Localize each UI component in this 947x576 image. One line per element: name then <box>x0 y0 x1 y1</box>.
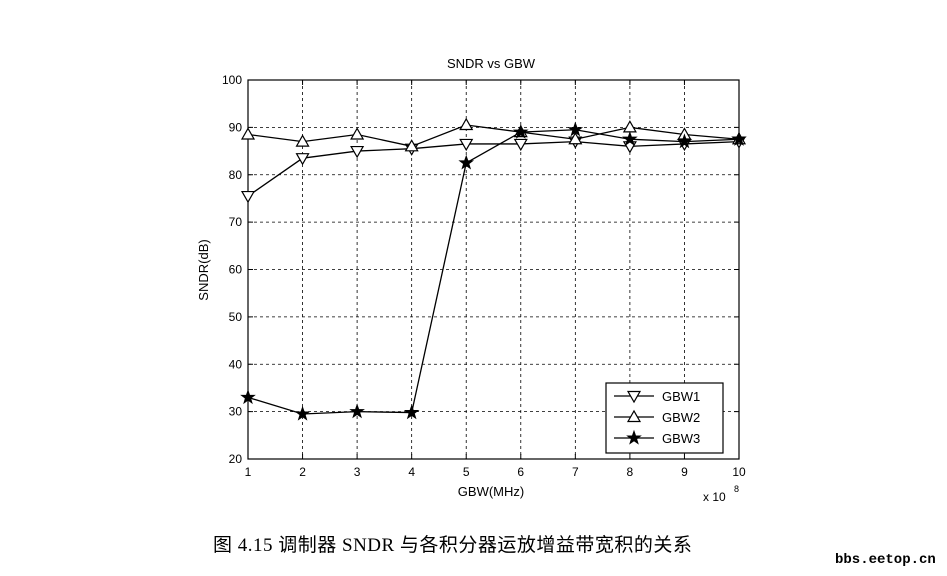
legend-label: GBW1 <box>662 389 700 404</box>
figure-caption: 图 4.15 调制器 SNDR 与各积分器运放增益带宽积的关系 <box>213 535 693 556</box>
x-axis-multiplier: x 10 <box>703 490 726 504</box>
legend-item: GBW2 <box>614 409 700 425</box>
data-point <box>513 138 528 152</box>
data-point <box>294 405 311 421</box>
data-point <box>350 127 365 140</box>
data-point <box>295 153 310 166</box>
x-axis-label: GBW(MHz) <box>458 484 524 499</box>
x-tick-label: 3 <box>354 465 361 479</box>
x-tick-label: 9 <box>681 465 688 479</box>
series-line <box>247 129 740 415</box>
series-gbw3 <box>240 121 747 421</box>
x-tick-label: 1 <box>245 465 252 479</box>
data-point <box>240 389 256 405</box>
x-tick-label: 4 <box>408 465 415 479</box>
x-tick-label: 10 <box>732 465 746 479</box>
x-tick-label: 7 <box>572 465 579 479</box>
data-point <box>350 145 365 159</box>
x-tick-label: 2 <box>299 465 306 479</box>
legend-item: GBW1 <box>614 389 700 404</box>
chart-title: SNDR vs GBW <box>447 56 536 71</box>
data-point <box>568 132 583 145</box>
data-point <box>295 134 310 147</box>
y-tick-label: 20 <box>229 452 243 466</box>
data-point <box>622 131 638 146</box>
legend-label: GBW3 <box>662 431 700 446</box>
data-point <box>240 127 256 140</box>
y-tick-label: 100 <box>222 73 242 87</box>
legend-marker <box>626 390 642 404</box>
y-tick-label: 60 <box>229 263 243 277</box>
series-layer <box>240 117 747 421</box>
y-axis-label: SNDR(dB) <box>196 239 211 300</box>
legend: GBW1 GBW2 GBW3 <box>605 382 724 454</box>
data-point <box>240 190 256 204</box>
y-tick-label: 80 <box>229 168 243 182</box>
axis-ticks: 1 2 3 4 5 6 7 8 9 10 20 30 40 50 60 70 80 90 100 <box>222 73 746 479</box>
x-axis-multiplier-exponent: 8 <box>734 484 739 494</box>
x-tick-label: 8 <box>627 465 634 479</box>
series-line <box>247 124 740 147</box>
legend-marker <box>626 409 642 423</box>
data-point <box>403 404 420 420</box>
data-point <box>567 121 584 137</box>
y-tick-label: 90 <box>229 120 243 134</box>
data-point <box>676 133 693 149</box>
data-point <box>622 120 637 133</box>
data-point <box>512 123 529 139</box>
x-tick-label: 6 <box>517 465 524 479</box>
series-line <box>247 140 740 197</box>
watermark: bbs.eetop.cn <box>835 552 936 568</box>
data-point <box>459 117 474 131</box>
data-point <box>404 139 419 152</box>
y-tick-label: 70 <box>229 215 243 229</box>
data-point <box>349 403 365 419</box>
x-tick-label: 5 <box>463 465 470 479</box>
y-tick-label: 30 <box>229 405 243 419</box>
legend-label: GBW2 <box>662 410 700 425</box>
legend-item: GBW3 <box>614 429 700 446</box>
legend-marker <box>626 429 642 445</box>
data-point <box>622 141 637 154</box>
series-gbw2 <box>240 117 747 152</box>
legend-box <box>605 382 724 454</box>
data-point <box>458 154 475 170</box>
y-tick-label: 40 <box>229 357 243 371</box>
data-point <box>459 138 474 152</box>
data-point <box>731 131 747 146</box>
y-tick-label: 50 <box>229 310 243 324</box>
